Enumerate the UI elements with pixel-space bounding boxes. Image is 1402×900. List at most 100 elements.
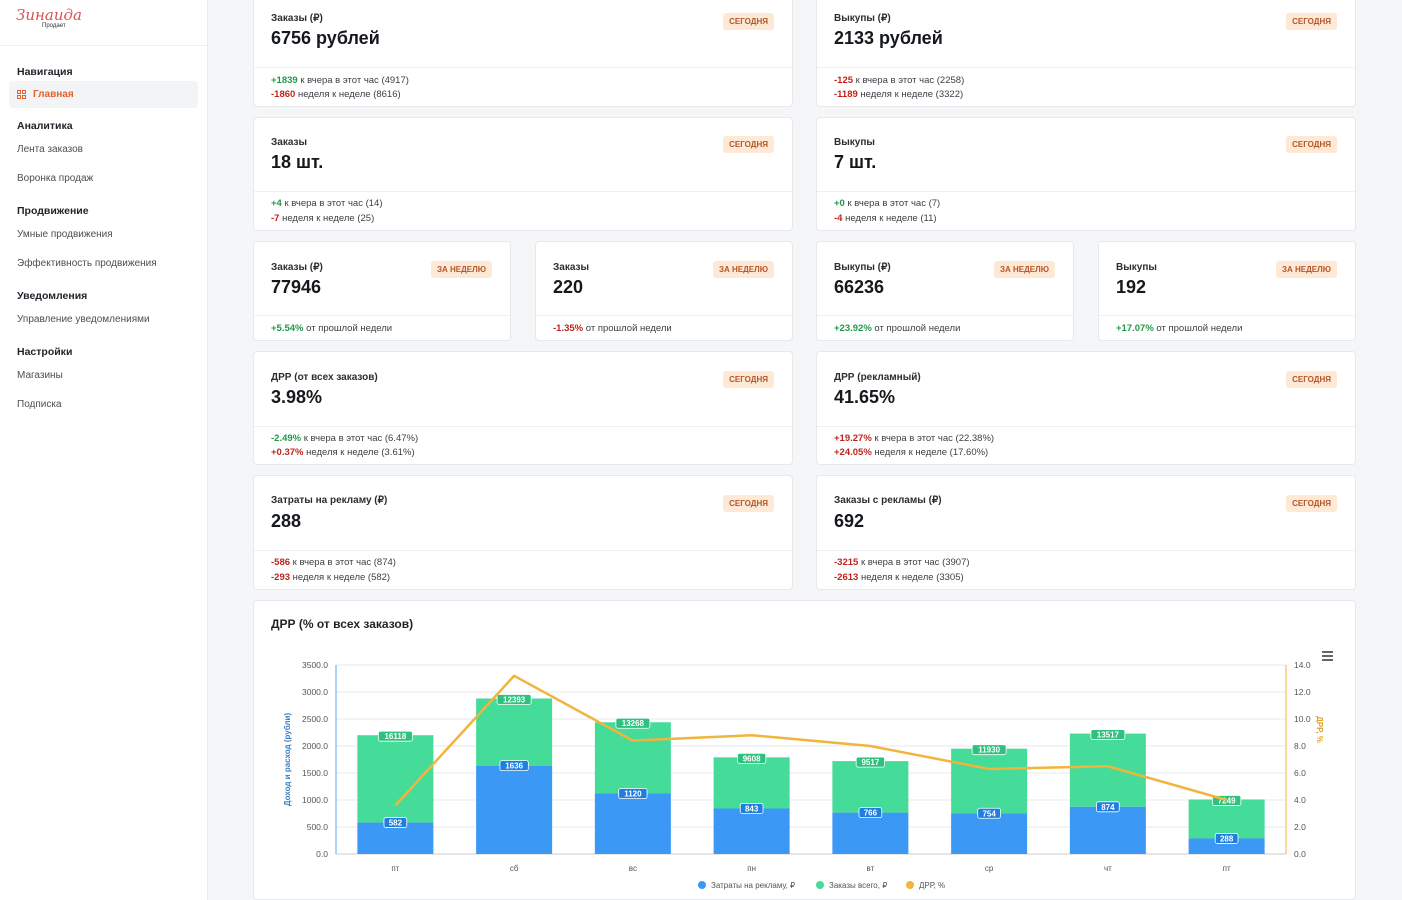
sidebar-item-promotion-efficiency[interactable]: Эффективность продвижения (17, 258, 157, 269)
drr-chart-card: ДРР (% от всех заказов) 0.0 500.0 1000.0 15… (253, 600, 1356, 900)
data-label-bg-orders (971, 744, 1007, 756)
sidebar-item-sales-funnel[interactable]: Воронка продаж (17, 173, 94, 184)
card-value: 192 (1116, 277, 1147, 297)
sidebar-item-subscription[interactable]: Подписка (17, 399, 62, 410)
y2-tick-label: 12.0 (1294, 687, 1311, 697)
dashboard-icon (17, 90, 26, 99)
bar-ad-cost (951, 813, 1028, 854)
divider (254, 67, 792, 68)
card-week-buyouts-rub: Выкупы (₽) 66236 ЗА НЕДЕЛЮ +23.92% от пр… (816, 241, 1074, 341)
legend-label: Затраты на рекламу, ₽ (711, 881, 795, 890)
card-value: 18 шт. (271, 152, 324, 172)
card-title: Затраты на рекламу (₽) (271, 495, 388, 506)
sidebar-item-manage-notifications[interactable]: Управление уведомлениями (17, 314, 150, 325)
card-value: 7 шт. (834, 152, 877, 172)
data-label-bg-orders (1090, 729, 1126, 740)
data-label-bg-cost (618, 788, 648, 799)
period-badge: ЗА НЕДЕЛЮ (1275, 261, 1337, 278)
delta-week: +5.54% от прошлой недели (271, 323, 393, 334)
y-tick-label: 1500.0 (302, 768, 328, 778)
delta-yesterday: +1839 к вчера в этот час (4917) (271, 75, 409, 86)
sidebar-item-stores[interactable]: Магазины (17, 370, 63, 381)
period-badge: СЕГОДНЯ (723, 495, 774, 512)
card-title: Выкупы (1116, 262, 1157, 273)
chart-menu-icon[interactable] (1322, 651, 1333, 663)
bar-ad-cost (832, 812, 909, 854)
y-axis-title: Доход и расход (рубли) (283, 713, 292, 807)
delta-week: +0.37% неделя к неделе (3.61%) (271, 447, 415, 458)
data-label-cost: 843 (745, 804, 759, 813)
data-label-bg-cost (858, 807, 883, 819)
card-week-orders-rub: Заказы (₽) 77946 ЗА НЕДЕЛЮ +5.54% от про… (253, 241, 511, 341)
data-label-cost: 1120 (624, 790, 642, 799)
period-badge: ЗА НЕДЕЛЮ (430, 261, 492, 278)
card-buyouts-rub: Выкупы (₽) 2133 рублей СЕГОДНЯ -125 к вч… (816, 0, 1356, 107)
y-tick-label: 2000.0 (302, 741, 328, 751)
data-label-orders: 13268 (622, 719, 645, 728)
data-label-cost: 754 (982, 809, 996, 818)
data-label-cost: 874 (1101, 803, 1115, 812)
nav-section-promotion: Продвижение (17, 205, 89, 217)
card-value: 66236 (834, 277, 885, 297)
nav-section-settings: Настройки (17, 346, 73, 358)
card-ad-orders: Заказы с рекламы (₽) 692 СЕГОДНЯ -3215 к… (816, 475, 1356, 590)
data-label-bg-orders (377, 730, 413, 742)
delta-yesterday: -586 к вчера в этот час (874) (271, 557, 396, 568)
divider (817, 550, 1355, 551)
divider (817, 191, 1355, 192)
period-badge: ЗА НЕДЕЛЮ (993, 261, 1055, 278)
bar-orders-total (951, 748, 1028, 814)
nav-menu: Навигация Главная Аналитика Лента заказо… (0, 46, 207, 419)
delta-yesterday: -125 к вчера в этот час (2258) (834, 75, 965, 86)
sidebar: Зинаида Продает Навигация Главная Аналит… (0, 0, 208, 900)
data-label-cost: 1636 (505, 762, 523, 771)
delta-week: -293 неделя к неделе (582) (271, 572, 391, 583)
data-label-cost: 766 (864, 809, 878, 818)
bar-ad-cost (594, 793, 671, 854)
card-week-buyouts-count: Выкупы 192 ЗА НЕДЕЛЮ +17.07% от прошлой … (1098, 241, 1356, 341)
period-badge: СЕГОДНЯ (1286, 13, 1337, 30)
y2-tick-label: 6.0 (1294, 768, 1306, 778)
x-tick-label: пт (1223, 864, 1231, 873)
period-badge: СЕГОДНЯ (1286, 136, 1337, 153)
sidebar-item-order-feed[interactable]: Лента заказов (17, 144, 83, 155)
bar-ad-cost (1188, 838, 1265, 854)
delta-week: +24.05% неделя к неделе (17.60%) (834, 447, 989, 458)
y2-tick-label: 0.0 (1294, 849, 1306, 859)
bar-orders-total (1188, 799, 1265, 839)
data-label-bg-cost (1214, 833, 1239, 844)
card-title: Заказы (₽) (271, 13, 323, 24)
y2-axis-title: ДРР, % (1315, 716, 1324, 743)
bar-orders-total (1069, 733, 1146, 807)
data-label-bg-orders (855, 756, 885, 768)
bar-ad-cost (713, 808, 790, 854)
data-label-orders: 9608 (743, 754, 761, 763)
x-tick-label: вс (629, 864, 637, 873)
card-ad-cost: Затраты на рекламу (₽) 288 СЕГОДНЯ -586 … (253, 475, 793, 590)
delta-yesterday: -2.49% к вчера в этот час (6.47%) (271, 433, 419, 444)
delta-week: +17.07% от прошлой недели (1116, 323, 1243, 334)
card-value: 77946 (271, 277, 322, 297)
bar-orders-total (713, 757, 790, 809)
logo[interactable]: Зинаида Продает (0, 0, 207, 46)
drr-chart: 0.0 500.0 1000.0 1500.0 2000.0 2500.0 3000.0 35… (283, 660, 1324, 890)
period-badge: ЗА НЕДЕЛЮ (712, 261, 774, 278)
card-title: Заказы (₽) (271, 262, 323, 273)
delta-week: -4 неделя к неделе (11) (834, 213, 937, 224)
y2-tick-label: 10.0 (1294, 714, 1311, 724)
legend-marker (816, 881, 824, 889)
y2-tick-label: 14.0 (1294, 660, 1311, 670)
y-tick-label: 3500.0 (302, 660, 328, 670)
data-label-bg-cost (739, 803, 764, 814)
delta-yesterday: +4 к вчера в этот час (14) (271, 198, 383, 209)
card-value: 41.65% (834, 387, 896, 407)
sidebar-item-home[interactable]: Главная (9, 81, 198, 108)
card-value: 3.98% (271, 387, 323, 407)
delta-week: +23.92% от прошлой недели (834, 323, 961, 334)
sidebar-item-smart-promotions[interactable]: Умные продвижения (17, 229, 113, 240)
period-badge: СЕГОДНЯ (723, 371, 774, 388)
data-label-orders: 7249 (1218, 796, 1236, 805)
nav-section-navigation: Навигация (17, 66, 73, 78)
card-title: Заказы (271, 137, 308, 148)
delta-week: -7 неделя к неделе (25) (271, 213, 375, 224)
